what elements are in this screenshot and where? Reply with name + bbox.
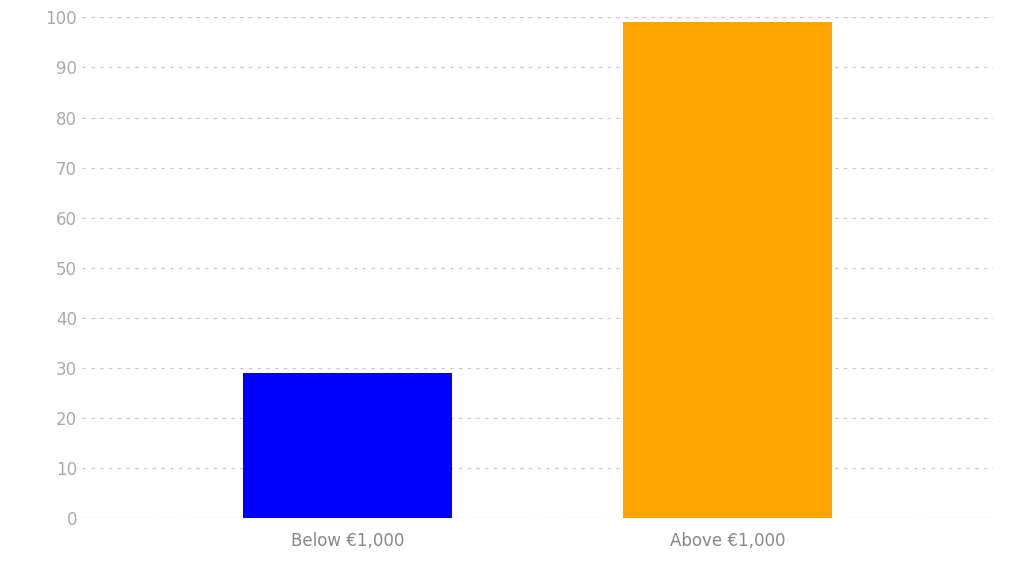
Bar xyxy=(244,373,453,518)
Bar xyxy=(623,22,831,518)
